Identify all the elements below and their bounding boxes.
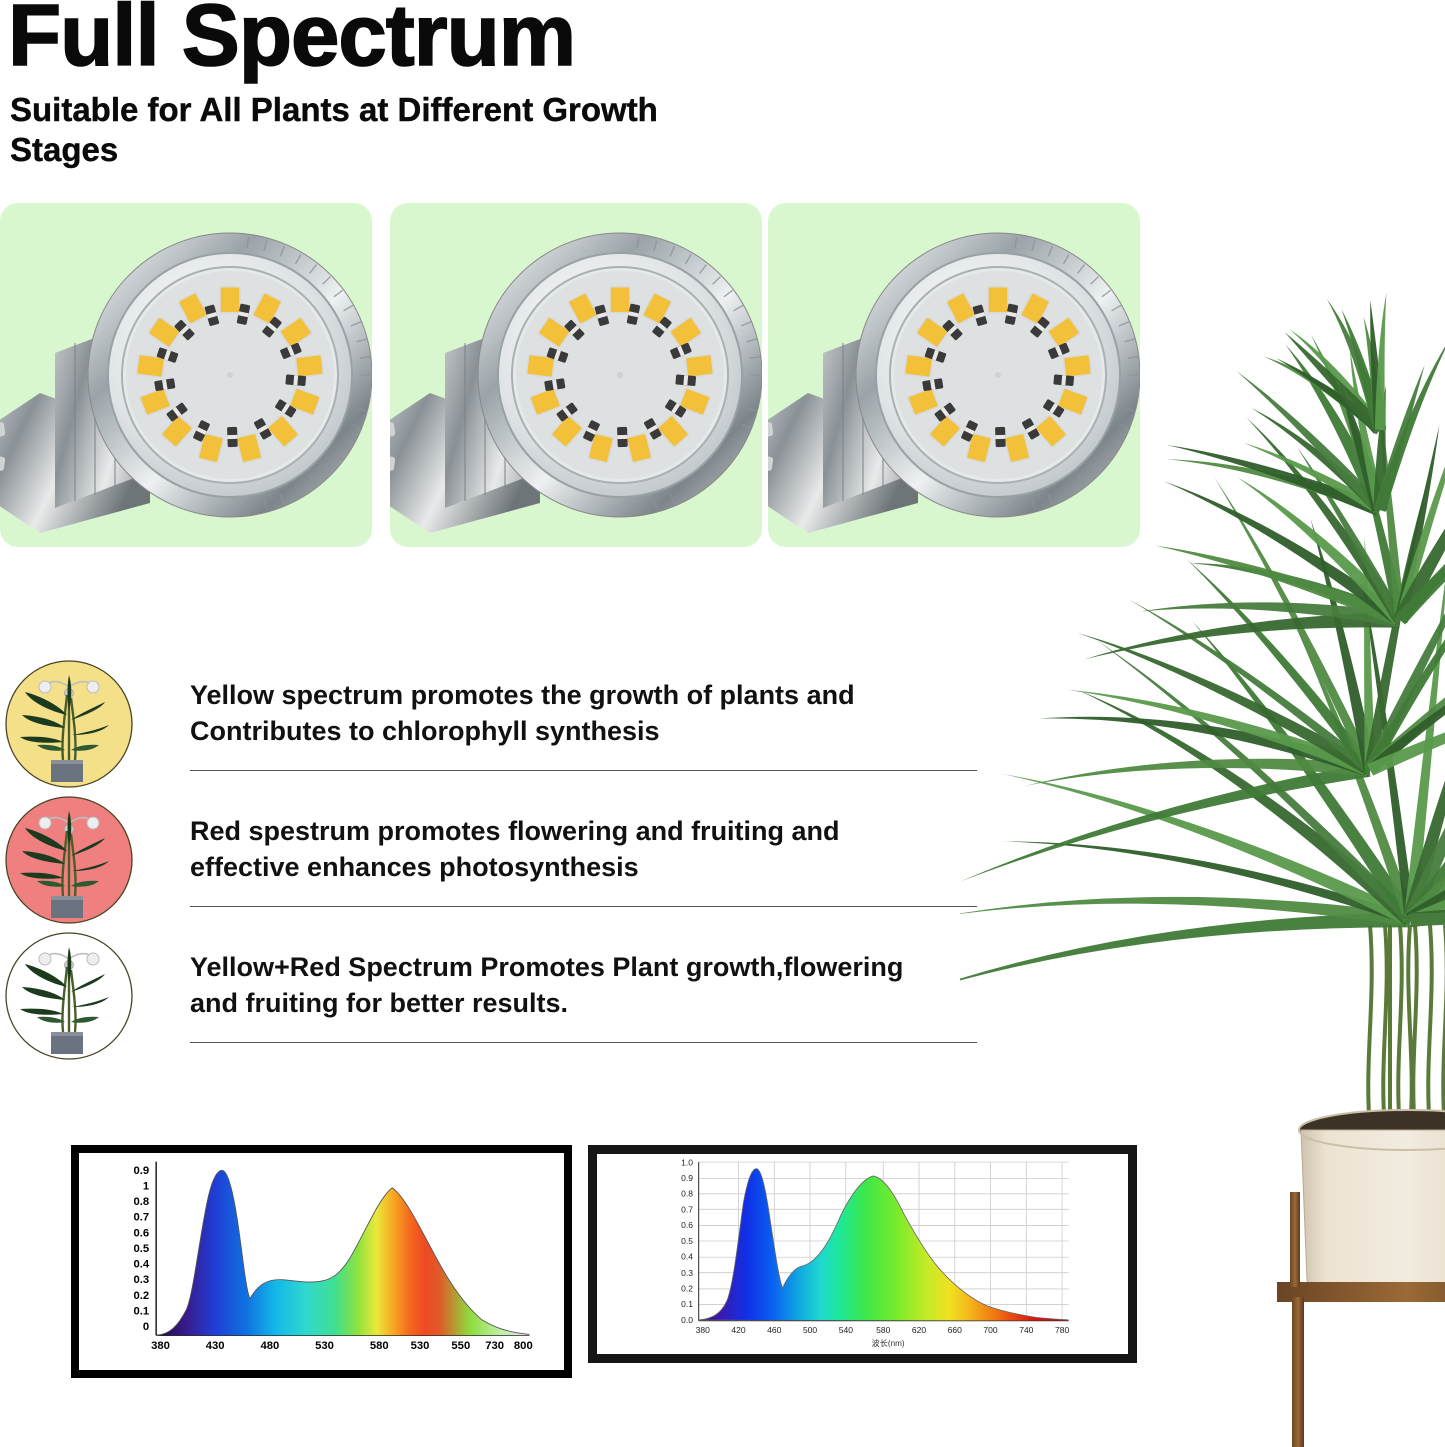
svg-text:550: 550 (451, 1340, 470, 1352)
svg-text:0.4: 0.4 (681, 1252, 693, 1262)
svg-text:0.9: 0.9 (134, 1165, 150, 1177)
svg-text:0.7: 0.7 (681, 1205, 693, 1215)
svg-text:780: 780 (1055, 1325, 1069, 1335)
svg-text:500: 500 (803, 1325, 817, 1335)
svg-text:0.2: 0.2 (134, 1290, 150, 1302)
svg-text:0.1: 0.1 (134, 1305, 150, 1317)
svg-text:620: 620 (912, 1325, 926, 1335)
svg-text:730: 730 (485, 1340, 504, 1352)
svg-text:0.3: 0.3 (134, 1274, 150, 1286)
svg-text:0.5: 0.5 (681, 1236, 693, 1246)
svg-text:530: 530 (315, 1340, 334, 1352)
svg-text:0.7: 0.7 (134, 1212, 150, 1224)
svg-text:380: 380 (696, 1325, 710, 1335)
svg-text:700: 700 (983, 1325, 997, 1335)
svg-text:480: 480 (260, 1340, 279, 1352)
svg-text:0.0: 0.0 (681, 1315, 693, 1325)
svg-text:0.6: 0.6 (681, 1220, 693, 1230)
svg-text:540: 540 (839, 1325, 853, 1335)
svg-text:740: 740 (1019, 1325, 1033, 1335)
svg-text:660: 660 (948, 1325, 962, 1335)
svg-text:0.5: 0.5 (134, 1243, 150, 1255)
svg-text:0.8: 0.8 (134, 1196, 150, 1208)
svg-text:0.8: 0.8 (681, 1188, 693, 1198)
svg-text:800: 800 (514, 1340, 533, 1352)
svg-text:0.1: 0.1 (681, 1299, 693, 1309)
svg-text:0.6: 0.6 (134, 1227, 150, 1239)
svg-text:420: 420 (731, 1325, 745, 1335)
svg-text:0.3: 0.3 (681, 1268, 693, 1278)
svg-text:0.4: 0.4 (134, 1259, 150, 1271)
svg-text:460: 460 (767, 1325, 781, 1335)
svg-text:580: 580 (370, 1340, 389, 1352)
svg-text:0: 0 (143, 1321, 149, 1333)
svg-text:0.9: 0.9 (681, 1173, 693, 1183)
svg-text:530: 530 (411, 1340, 430, 1352)
svg-text:1.0: 1.0 (681, 1157, 693, 1167)
svg-text:波长(nm): 波长(nm) (872, 1338, 905, 1348)
svg-text:380: 380 (151, 1340, 170, 1352)
svg-text:430: 430 (206, 1340, 225, 1352)
svg-text:1: 1 (143, 1180, 149, 1192)
svg-text:0.2: 0.2 (681, 1283, 693, 1293)
svg-text:580: 580 (876, 1325, 890, 1335)
